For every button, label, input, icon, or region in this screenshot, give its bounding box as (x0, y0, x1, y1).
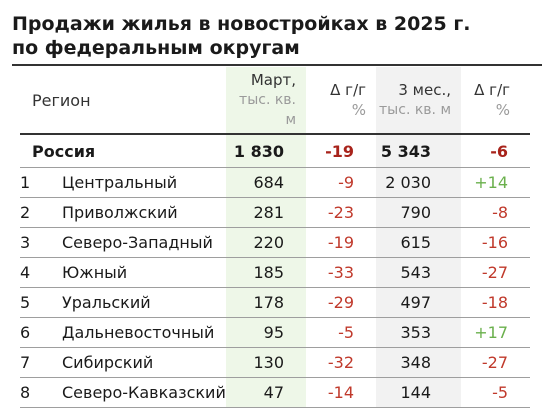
delta-3m: -8 (461, 197, 531, 228)
table-row: 2 Приволжский 281 -23 790 -8 (20, 197, 531, 228)
march-value: 684 (226, 167, 307, 198)
delta-3m: -27 (461, 347, 531, 378)
delta-march: -19 (306, 227, 377, 258)
header-march: Март, тыс. кв. м (226, 67, 307, 134)
total-region-name: Россия (20, 133, 227, 168)
title-line-2: по федеральным округам (12, 37, 300, 59)
region-name: Сибирский (58, 347, 227, 378)
delta-3m: +14 (461, 167, 531, 198)
region-name: Приволжский (58, 197, 227, 228)
three-months-value: 348 (376, 347, 462, 378)
total-delta-march: -19 (306, 133, 377, 168)
delta-3m: -27 (461, 257, 531, 288)
title-line-1: Продажи жилья в новостройках в 2025 г. (12, 13, 471, 35)
march-value: 220 (226, 227, 307, 258)
table-row: 4 Южный 185 -33 543 -27 (20, 257, 531, 288)
table-row: 8 Северо-Кавказский 47 -14 144 -5 (20, 377, 531, 408)
region-rank: 2 (20, 197, 58, 228)
march-value: 178 (226, 287, 307, 318)
delta-3m: +17 (461, 317, 531, 348)
header-three-months: 3 мес., тыс. кв. м (376, 67, 462, 134)
delta-3m: -5 (461, 377, 531, 408)
total-march-value: 1 830 (226, 133, 307, 168)
three-months-value: 144 (376, 377, 462, 408)
table-row-total: Россия 1 830 -19 5 343 -6 (20, 133, 531, 168)
march-value: 130 (226, 347, 307, 378)
region-rank: 1 (20, 167, 58, 198)
region-name: Дальневосточный (58, 317, 227, 348)
region-rank: 5 (20, 287, 58, 318)
page-title: Продажи жилья в новостройках в 2025 г. п… (12, 12, 542, 66)
delta-march: -5 (306, 317, 377, 348)
region-rank: 8 (20, 377, 58, 408)
march-value: 185 (226, 257, 307, 288)
sales-table-container: Регион Март, тыс. кв. м Δ г/г % 3 мес., … (20, 67, 531, 408)
delta-march: -32 (306, 347, 377, 378)
delta-march: -14 (306, 377, 377, 408)
header-three-months-unit: тыс. кв. м (379, 102, 452, 118)
march-value: 281 (226, 197, 307, 228)
delta-3m: -18 (461, 287, 531, 318)
table-row: 6 Дальневосточный 95 -5 353 +17 (20, 317, 531, 348)
total-delta-3m: -6 (461, 133, 531, 168)
three-months-value: 497 (376, 287, 462, 318)
three-months-value: 543 (376, 257, 462, 288)
sales-table: Регион Март, тыс. кв. м Δ г/г % 3 мес., … (20, 67, 531, 408)
region-rank: 3 (20, 227, 58, 258)
table-row: 3 Северо-Западный 220 -19 615 -16 (20, 227, 531, 258)
region-name: Центральный (58, 167, 227, 198)
header-delta-3m: Δ г/г % (461, 67, 530, 134)
table-row: 1 Центральный 684 -9 2 030 +14 (20, 167, 531, 198)
region-rank: 6 (20, 317, 58, 348)
delta-march: -23 (306, 197, 377, 228)
table-row: 7 Сибирский 130 -32 348 -27 (20, 347, 531, 378)
delta-march: -29 (306, 287, 377, 318)
delta-march: -33 (306, 257, 377, 288)
header-delta-3m-label: Δ г/г (474, 81, 511, 99)
header-delta-march-unit: % (351, 101, 367, 119)
region-rank: 4 (20, 257, 58, 288)
header-region: Регион (32, 90, 91, 110)
table-header-row: Регион Март, тыс. кв. м Δ г/г % 3 мес., … (20, 67, 530, 134)
region-name: Северо-Западный (58, 227, 227, 258)
table-row: 5 Уральский 178 -29 497 -18 (20, 287, 531, 318)
header-march-label: Март, (250, 71, 297, 89)
three-months-value: 790 (376, 197, 462, 228)
region-name: Уральский (58, 287, 227, 318)
three-months-value: 353 (376, 317, 462, 348)
march-value: 47 (226, 377, 307, 408)
region-rank: 7 (20, 347, 58, 378)
region-name: Северо-Кавказский (58, 377, 227, 408)
total-three-months-value: 5 343 (376, 133, 462, 168)
delta-march: -9 (306, 167, 377, 198)
delta-3m: -16 (461, 227, 531, 258)
header-march-unit: тыс. кв. м (239, 92, 297, 128)
march-value: 95 (226, 317, 307, 348)
three-months-value: 615 (376, 227, 462, 258)
header-delta-march-label: Δ г/г (330, 81, 367, 99)
three-months-value: 2 030 (376, 167, 462, 198)
header-delta-3m-unit: % (495, 101, 511, 119)
region-name: Южный (58, 257, 227, 288)
header-delta-march: Δ г/г % (306, 67, 376, 134)
header-three-months-label: 3 мес., (398, 81, 452, 99)
